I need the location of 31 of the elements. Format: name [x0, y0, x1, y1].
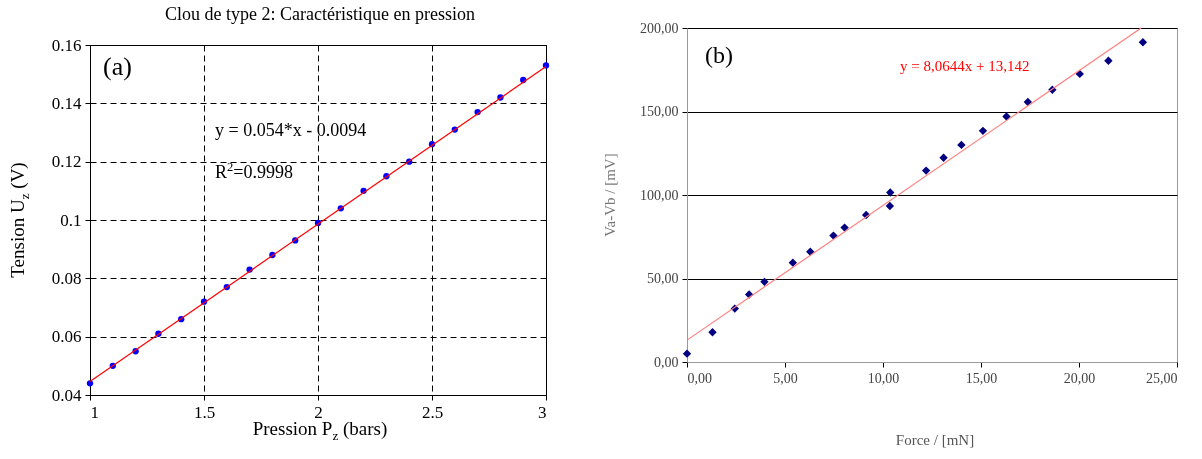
y-tick-label: 0.06: [51, 327, 82, 347]
y-tick-label: 0.1: [60, 210, 82, 230]
annotation: y = 0.054*x - 0.0094: [215, 120, 367, 141]
x-tick-label: 10,00: [867, 370, 900, 386]
y-tick-label: 0.14: [51, 93, 82, 113]
x-tick-label: 25,00: [1146, 370, 1178, 386]
y-tick-label: 0,00: [654, 354, 679, 370]
x-axis-title: Force / [mN]: [895, 432, 975, 449]
y-tick-label: 0.16: [51, 35, 82, 55]
x-tick-label: 20,00: [1063, 370, 1096, 386]
x-tick-label: 2.5: [421, 402, 444, 422]
x-tick-label: 0,00: [687, 370, 712, 386]
y-tick-label: 0.08: [51, 268, 82, 288]
y-tick-label: 0.12: [51, 152, 82, 172]
y-tick-label: 150,00: [640, 104, 679, 119]
x-tick-label: 1.5: [193, 402, 216, 422]
x-tick-label: 5,00: [773, 370, 798, 386]
annotation: (a): [103, 52, 132, 82]
point: [542, 62, 550, 69]
y-tick-label: 50,00: [647, 271, 679, 286]
annotation: (b): [705, 42, 733, 69]
annotation: y = 8,0644x + 13,142: [900, 58, 1030, 75]
y-tick-label: 100,00: [640, 187, 679, 203]
y-axis-title: Va-Vb / [mV]: [601, 153, 619, 237]
y-tick-label: 200,00: [640, 20, 679, 36]
annotation: R$^{2}$=0.9998: [215, 160, 293, 183]
x-tick-label: 15,00: [965, 370, 998, 386]
x-tick-label: 1: [90, 402, 99, 422]
y-tick-label: 0.04: [51, 385, 82, 405]
chart-title: Clou de type 2: Caractéristique en pression: [165, 4, 475, 25]
x-tick-label: 3: [538, 402, 547, 422]
